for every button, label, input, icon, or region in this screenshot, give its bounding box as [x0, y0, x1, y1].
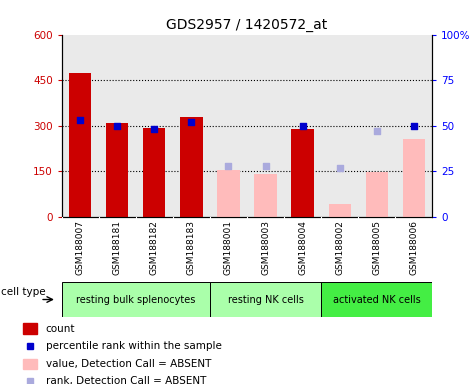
- Bar: [173, 35, 210, 217]
- Point: [114, 123, 121, 129]
- Bar: [284, 35, 321, 217]
- Title: GDS2957 / 1420572_at: GDS2957 / 1420572_at: [166, 18, 328, 32]
- Bar: [62, 35, 99, 217]
- Text: GSM188182: GSM188182: [150, 220, 159, 275]
- Point: [151, 126, 158, 132]
- Bar: [247, 35, 284, 217]
- Text: GSM188004: GSM188004: [298, 220, 307, 275]
- Text: GSM188006: GSM188006: [409, 220, 418, 275]
- Bar: [255, 174, 276, 217]
- Text: percentile rank within the sample: percentile rank within the sample: [46, 341, 222, 351]
- Point: [188, 119, 195, 125]
- Bar: [403, 139, 425, 217]
- Point: [336, 165, 343, 171]
- Bar: [395, 35, 432, 217]
- Text: GSM188183: GSM188183: [187, 220, 196, 275]
- Bar: [218, 170, 239, 217]
- Bar: [69, 73, 91, 217]
- Text: GSM188181: GSM188181: [113, 220, 122, 275]
- Point: [373, 128, 380, 134]
- Bar: [180, 117, 202, 217]
- Text: resting bulk splenocytes: resting bulk splenocytes: [76, 295, 196, 305]
- Text: GSM188001: GSM188001: [224, 220, 233, 275]
- Text: GSM188005: GSM188005: [372, 220, 381, 275]
- Text: count: count: [46, 324, 76, 334]
- Bar: [143, 128, 165, 217]
- Bar: [23, 323, 37, 334]
- Bar: [62, 282, 210, 317]
- Point: [76, 117, 84, 123]
- Text: resting NK cells: resting NK cells: [228, 295, 304, 305]
- Bar: [210, 282, 321, 317]
- Text: GSM188007: GSM188007: [76, 220, 85, 275]
- Point: [410, 123, 418, 129]
- Text: cell type: cell type: [1, 287, 46, 297]
- Text: GSM188002: GSM188002: [335, 220, 344, 275]
- Text: GSM188003: GSM188003: [261, 220, 270, 275]
- Bar: [99, 35, 136, 217]
- Bar: [210, 35, 247, 217]
- Text: value, Detection Call = ABSENT: value, Detection Call = ABSENT: [46, 359, 211, 369]
- Point: [262, 163, 269, 169]
- Text: rank, Detection Call = ABSENT: rank, Detection Call = ABSENT: [46, 376, 206, 384]
- Text: activated NK cells: activated NK cells: [333, 295, 420, 305]
- Bar: [292, 129, 314, 217]
- Bar: [106, 123, 128, 217]
- Point: [299, 123, 306, 129]
- Bar: [23, 359, 37, 369]
- Bar: [136, 35, 173, 217]
- Bar: [358, 35, 395, 217]
- Point: [225, 163, 232, 169]
- Bar: [321, 35, 358, 217]
- Bar: [366, 172, 388, 217]
- Bar: [321, 282, 432, 317]
- Bar: [329, 204, 351, 217]
